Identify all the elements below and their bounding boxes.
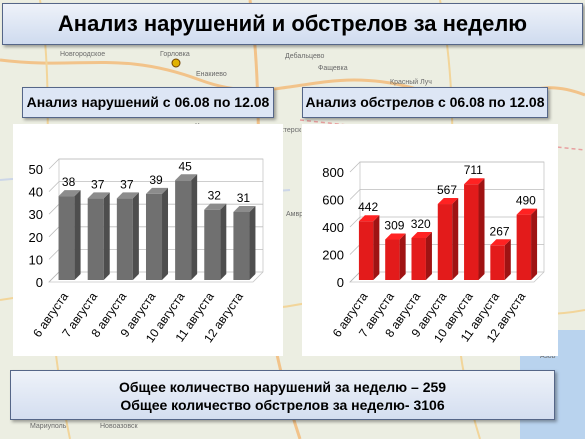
bar-value-label: 309	[384, 219, 404, 233]
bar	[145, 187, 169, 280]
map-place-label: Енакиево	[196, 71, 227, 78]
map-place-label: Красный Луч	[390, 78, 432, 86]
y-tick-label: 50	[29, 162, 43, 177]
map-place-label: Азов	[540, 353, 556, 360]
bar	[87, 192, 110, 280]
map-place-label: Новоазовск	[100, 423, 138, 430]
bar-value-label: 320	[411, 217, 431, 231]
gridline	[349, 161, 544, 173]
map-place-label: Дебальцево	[285, 52, 324, 60]
bar	[411, 232, 432, 280]
bar-value-label: 442	[358, 200, 378, 214]
bar-value-label: 45	[178, 159, 192, 173]
bar	[358, 215, 380, 280]
bar-value-label: 567	[437, 183, 457, 197]
total-violations-text: Общее количество нарушений за неделю – 2…	[118, 379, 447, 395]
bar-value-label: 490	[516, 194, 536, 208]
bar	[233, 205, 256, 280]
bar-value-label: 37	[120, 177, 134, 191]
y-tick-label: 800	[322, 165, 344, 180]
bar	[175, 174, 198, 280]
bar-value-label: 38	[62, 175, 76, 189]
bar	[437, 198, 459, 280]
bar	[116, 192, 139, 280]
y-tick-label: 10	[29, 252, 43, 267]
y-tick-label: 20	[29, 230, 43, 245]
map-place-label: Фащевка	[318, 65, 348, 72]
bar	[464, 178, 485, 280]
bar	[204, 203, 227, 280]
y-tick-label: 400	[322, 220, 344, 235]
y-tick-label: 0	[36, 275, 43, 290]
y-tick-label: 200	[322, 248, 344, 263]
bar	[58, 190, 81, 280]
bar-value-label: 31	[237, 191, 251, 205]
bar	[516, 208, 538, 280]
bar	[490, 239, 511, 280]
bar	[385, 233, 406, 280]
violations-chart-panel: 0 10 20 30 40 50 38 6 августа 37 7 августа 37 8 авг…	[13, 124, 283, 356]
bar-value-label: 37	[91, 177, 105, 191]
y-tick-label: 40	[29, 185, 43, 200]
y-tick-label: 30	[29, 207, 43, 222]
violations-chart-label: Анализ нарушений с 06.08 по 12.08	[22, 87, 274, 118]
map-place-label: Шахтерск	[270, 127, 302, 134]
bar-value-label: 32	[208, 189, 222, 203]
bar-value-label: 711	[464, 163, 483, 177]
map-place-label: Новгородское	[60, 51, 105, 58]
bar-value-label: 267	[490, 224, 510, 238]
bar-value-label: 39	[149, 173, 163, 187]
shellings-chart-panel: 0 200 400 600 800 442 6 августа 309 7 августа 320…	[302, 124, 558, 356]
total-shellings-text: Общее количество обстрелов за неделю- 31…	[120, 397, 445, 413]
page-title: Анализ нарушений и обстрелов за неделю	[2, 3, 583, 45]
gridline	[48, 158, 263, 170]
weekly-totals-box: Общее количество нарушений за неделю – 2…	[10, 370, 555, 420]
y-tick-label: 600	[322, 193, 344, 208]
y-tick-label: 0	[337, 275, 344, 290]
map-place-label: Горловка	[160, 51, 190, 58]
shellings-chart-label: Анализ обстрелов с 06.08 по 12.08	[302, 87, 548, 118]
map-place-label: Мариуполь	[30, 423, 67, 430]
